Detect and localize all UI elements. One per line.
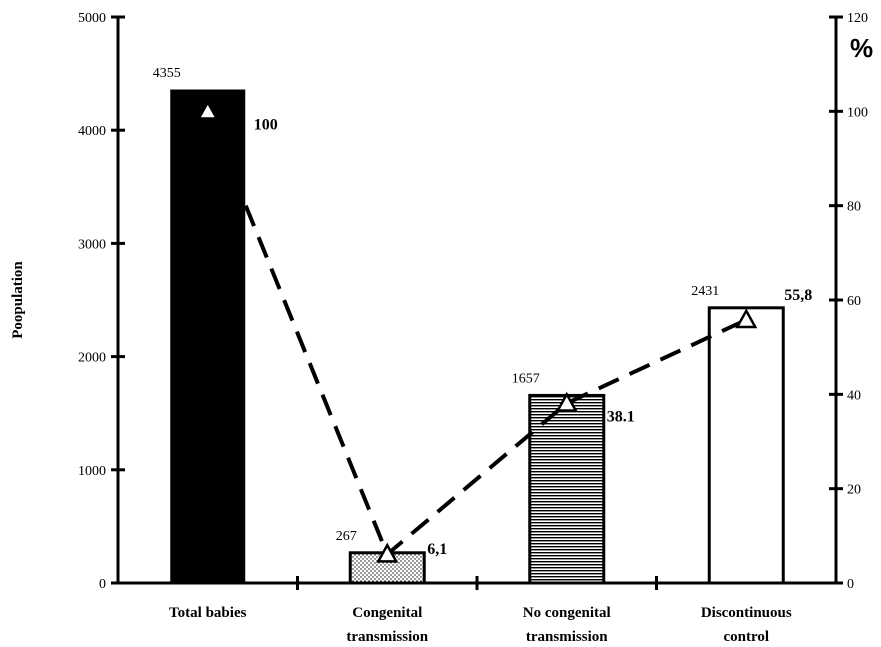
y2-tick-label: 60 — [847, 294, 861, 309]
category-label: transmission — [346, 629, 428, 645]
y-tick-label: 3000 — [78, 237, 106, 252]
percentage-label: 38.1 — [607, 408, 635, 425]
y2-tick-label: 20 — [847, 483, 861, 498]
y-tick-label: 0 — [99, 577, 106, 592]
y-tick-label: 1000 — [78, 464, 106, 479]
category-label: control — [723, 629, 769, 645]
y2-axis-title: % — [850, 33, 873, 63]
y-tick-label: 4000 — [78, 124, 106, 139]
y2-tick-label: 40 — [847, 388, 861, 403]
y-axis-title: Poopulation — [10, 261, 26, 339]
y-tick-label: 5000 — [78, 11, 106, 26]
dashed-line — [243, 204, 748, 558]
bar-value-label: 2431 — [691, 284, 719, 299]
y-tick-label: 2000 — [78, 351, 106, 366]
bar — [528, 393, 606, 585]
bar — [170, 89, 246, 584]
triangle-marker — [196, 99, 219, 120]
y2-tick-label: 0 — [847, 577, 854, 592]
y2-tick-label: 100 — [847, 105, 868, 120]
percentage-label: 6,1 — [427, 541, 447, 558]
percentage-label: 100 — [254, 116, 278, 133]
triangle-marker — [376, 542, 399, 563]
category-label: Congenital — [352, 605, 422, 621]
bar — [707, 306, 785, 585]
triangle-marker — [555, 391, 578, 412]
percentage-line — [196, 99, 758, 563]
labels: 4355 Total babies 267 Congenital transmissio… — [153, 66, 813, 645]
triangle-marker — [735, 308, 758, 329]
category-label: Discontinuous — [701, 605, 792, 621]
y2-tick-label: 80 — [847, 200, 861, 215]
bar-value-label: 267 — [336, 529, 357, 544]
category-label: Total babies — [169, 605, 247, 621]
y2-tick-label: 120 — [847, 11, 868, 26]
bar-value-label: 4355 — [153, 66, 181, 81]
category-label: transmission — [526, 629, 608, 645]
bars — [170, 89, 785, 585]
bar-value-label: 1657 — [512, 371, 540, 386]
category-label: No congenital — [523, 605, 611, 621]
percentage-label: 55,8 — [784, 287, 812, 304]
